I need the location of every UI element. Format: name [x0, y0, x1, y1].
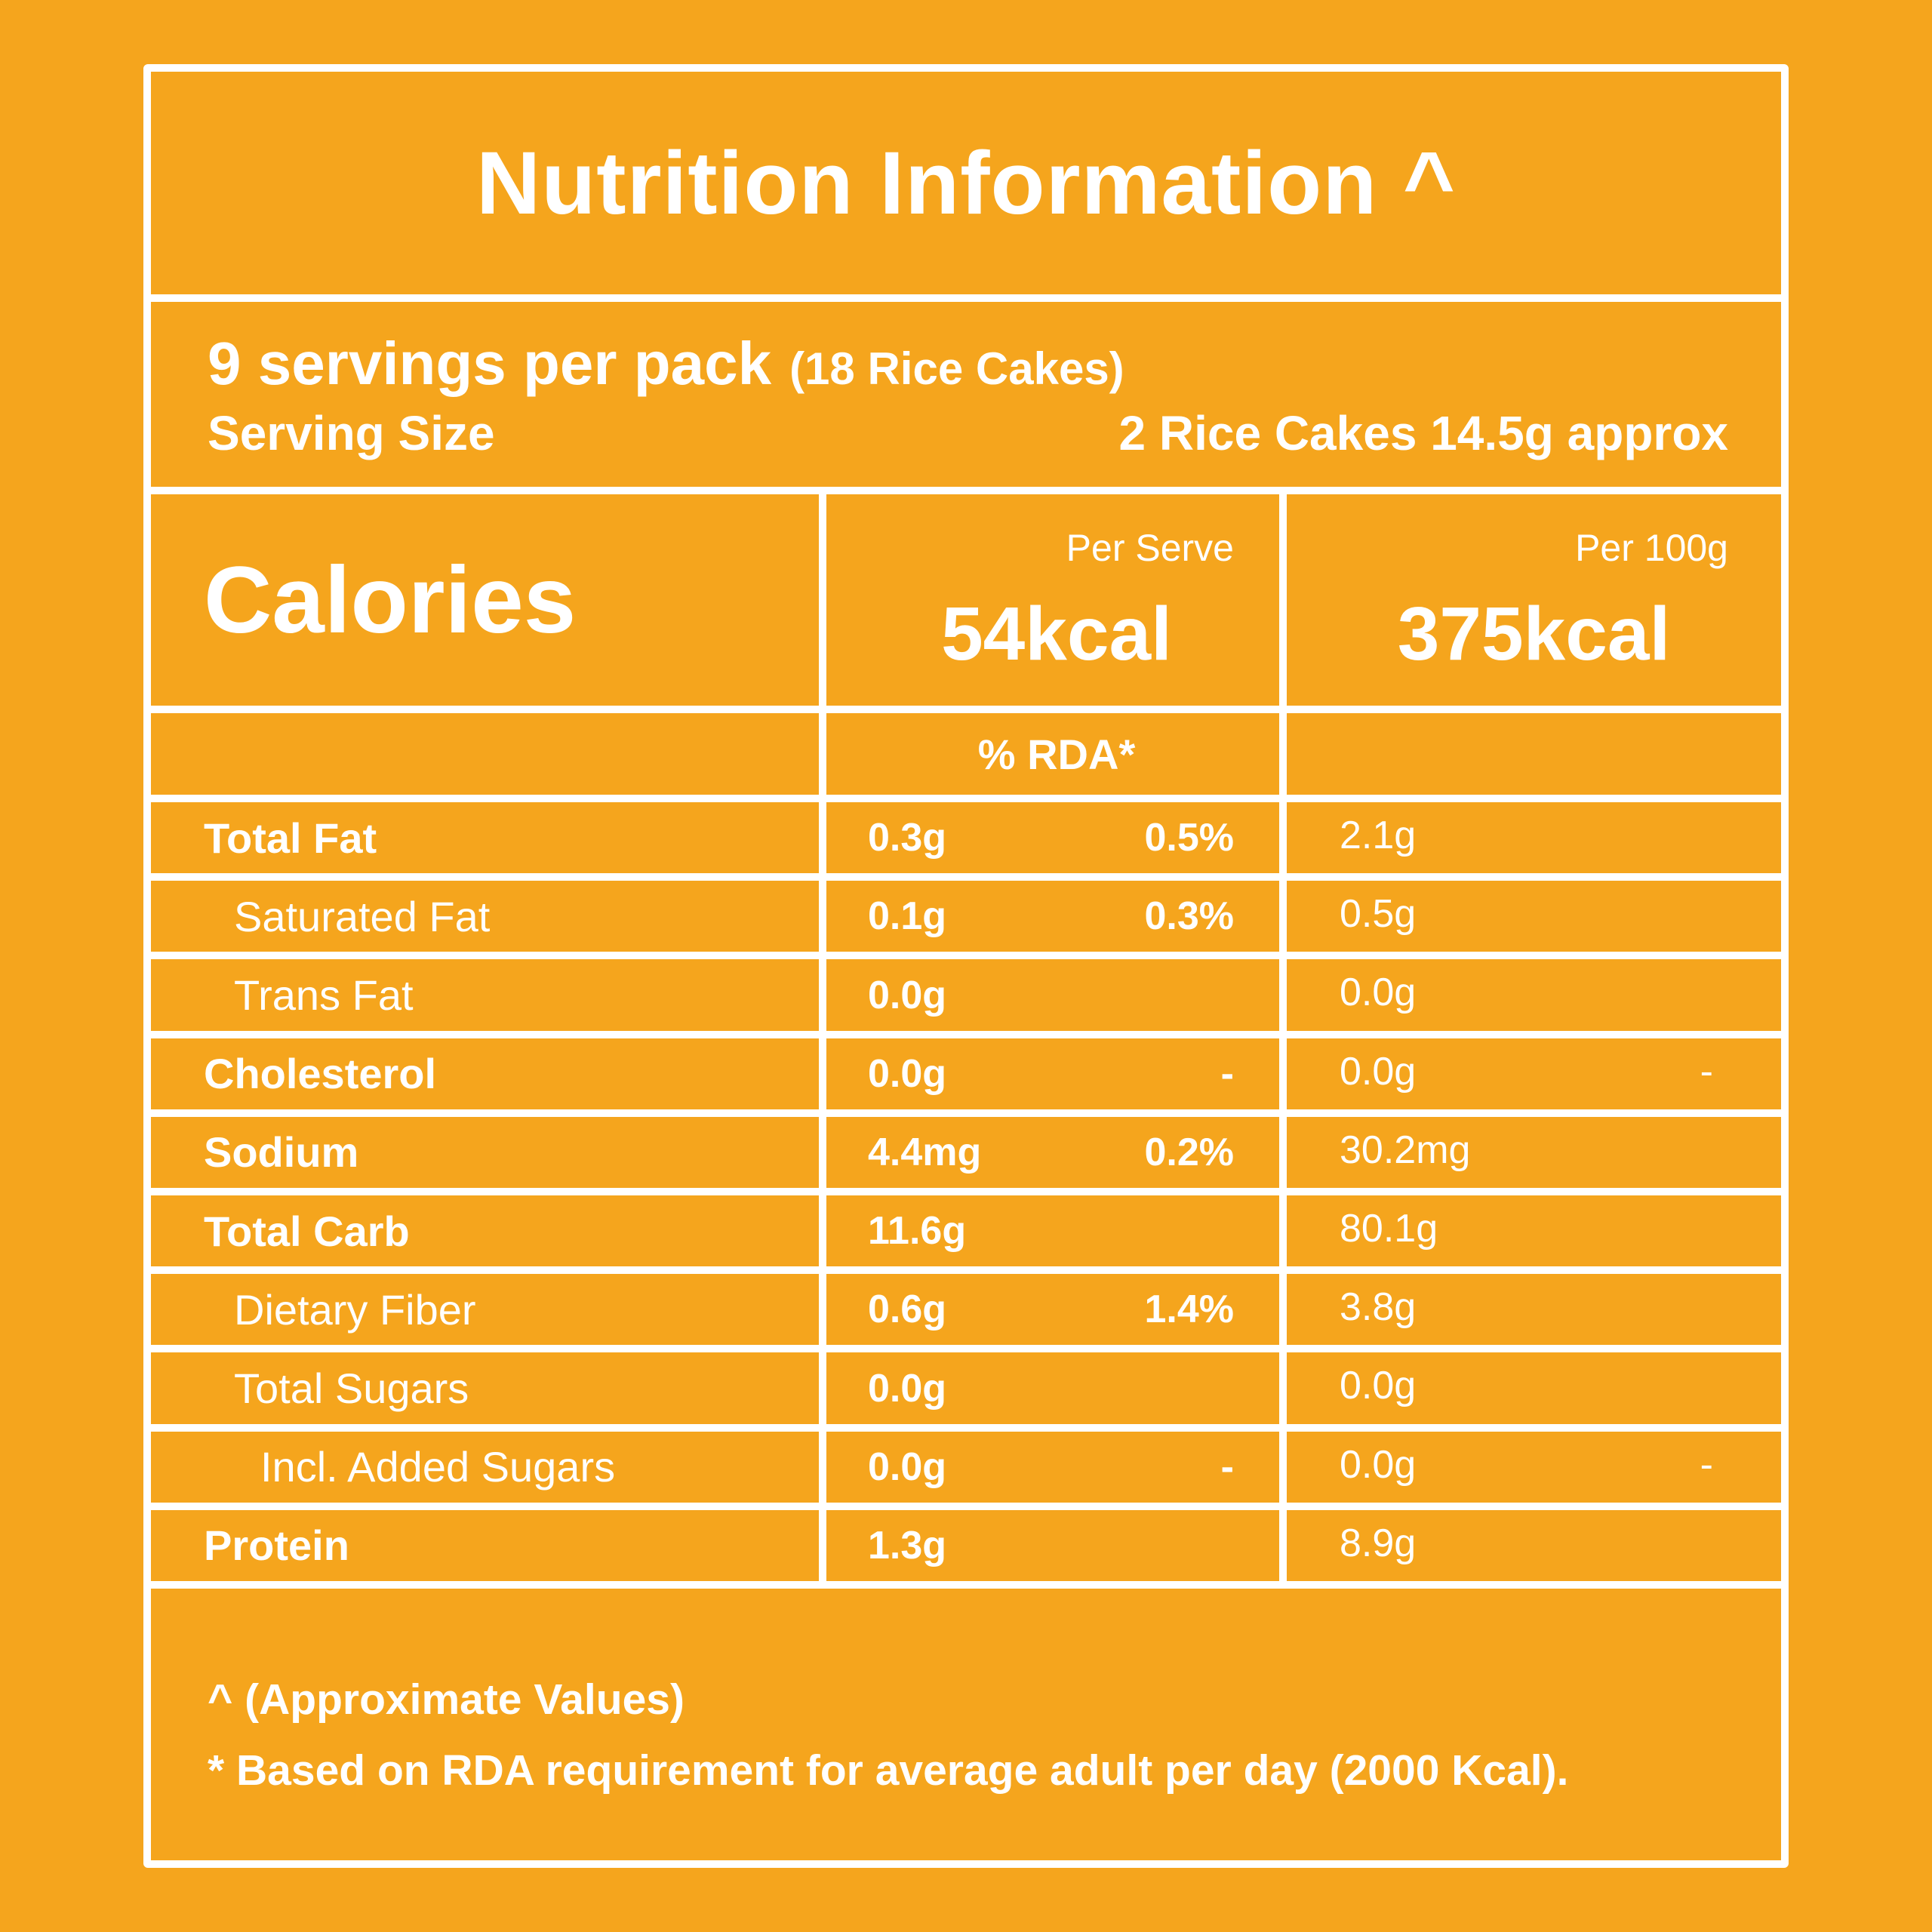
per-100g-amount: 0.0g — [1340, 1442, 1417, 1487]
serving-size-value: 2 Rice Cakes 14.5g approx — [1118, 405, 1728, 460]
per-100g-cell: 0.0g - — [1287, 1038, 1781, 1109]
per-serve-amount: 11.6g — [868, 1209, 967, 1254]
nutrient-label: Protein — [204, 1521, 349, 1570]
per-100g-amount: 0.0g — [1340, 1049, 1417, 1094]
per-serve-amount: 1.3g — [868, 1523, 947, 1567]
table-row-incl-added-sugars: Incl. Added Sugars 0.0g - 0.0g - — [151, 1432, 1781, 1510]
per-100g-column-header-cell: Per 100g 375kcal — [1287, 494, 1781, 706]
nutrient-label: Total Carb — [204, 1207, 410, 1255]
per-100g-cell: 0.5g — [1287, 881, 1781, 952]
per-100g-amount: 0.0g — [1340, 971, 1417, 1015]
table-row-total-fat: Total Fat 0.3g 0.5% 2.1g — [151, 802, 1781, 881]
per-100g-cell: 8.9g — [1287, 1510, 1781, 1581]
column-divider-2 — [1279, 494, 1287, 1589]
per-serve-rda: 0.5% — [1144, 816, 1234, 860]
nutrient-label: Incl. Added Sugars — [260, 1443, 616, 1491]
table-row-trans-fat: Trans Fat 0.0g 0.0g — [151, 959, 1781, 1038]
per-serve-amount: 4.4mg — [868, 1130, 982, 1174]
table-row-cholesterol: Cholesterol 0.0g - 0.0g - — [151, 1038, 1781, 1117]
per-serve-column-header-cell: Per Serve 54kcal — [826, 494, 1287, 706]
per-100g-cell: 3.8g — [1287, 1274, 1781, 1345]
servings-per-pack: 9 servings per pack — [208, 330, 772, 398]
per-serve-cell: 0.1g 0.3% — [826, 881, 1287, 952]
nutrient-label: Trans Fat — [234, 971, 414, 1019]
per-100g-amount: 3.8g — [1340, 1285, 1417, 1330]
servings-line: 9 servings per pack (18 Rice Cakes) — [208, 329, 1736, 398]
per-serve-cell: 0.6g 1.4% — [826, 1274, 1287, 1345]
per-100g-cell: 0.0g — [1287, 1352, 1781, 1423]
per-100g-cell: 2.1g — [1287, 802, 1781, 873]
per-100g-amount: 80.1g — [1340, 1207, 1438, 1251]
rda-header: % RDA* — [977, 730, 1136, 778]
per-serve-amount: 0.1g — [868, 894, 947, 939]
nutrient-label: Total Fat — [204, 814, 377, 862]
calories-per-100g: 375kcal — [1397, 592, 1671, 676]
per-serve-amount: 0.0g — [868, 1051, 947, 1096]
serving-size-line: Serving Size 2 Rice Cakes 14.5g approx — [208, 405, 1736, 481]
rda-empty-cell-right — [1287, 713, 1781, 795]
table-row-total-carb: Total Carb 11.6g 80.1g — [151, 1195, 1781, 1275]
table-row-total-sugars: Total Sugars 0.0g 0.0g — [151, 1352, 1781, 1432]
rda-header-row: % RDA* — [151, 713, 1781, 802]
calories-label: Calories — [204, 547, 577, 653]
calories-row: Calories Per Serve 54kcal Per 100g 375kc… — [151, 494, 1781, 713]
footnote-rda: * Based on RDA requirement for average a… — [208, 1746, 1569, 1795]
per-serve-cell: 0.0g - — [826, 1038, 1287, 1109]
table-row-protein: Protein 1.3g 8.9g — [151, 1510, 1781, 1589]
nutrient-rows: Total Fat 0.3g 0.5% 2.1g Saturated Fat 0… — [151, 802, 1781, 1589]
per-serve-cell: 0.3g 0.5% — [826, 802, 1287, 873]
per-serve-rda: - — [1220, 1444, 1234, 1489]
per-100g-header: Per 100g — [1575, 527, 1728, 569]
nutrient-label: Cholesterol — [204, 1050, 437, 1098]
per-serve-rda: - — [1220, 1051, 1234, 1096]
table-row-saturated-fat: Saturated Fat 0.1g 0.3% 0.5g — [151, 881, 1781, 960]
per-serve-cell: 1.3g — [826, 1510, 1287, 1581]
per-serve-header: Per Serve — [1066, 527, 1234, 569]
servings-detail: (18 Rice Cakes) — [789, 343, 1124, 395]
per-100g-dash: - — [1700, 1442, 1713, 1487]
nutrient-label: Sodium — [204, 1128, 359, 1177]
per-serve-rda: 1.4% — [1144, 1287, 1234, 1332]
serving-size-label: Serving Size — [208, 405, 495, 460]
per-serve-amount: 0.0g — [868, 1444, 947, 1489]
label-title: Nutrition Information ^ — [476, 133, 1456, 233]
nutrient-label: Saturated Fat — [234, 892, 491, 940]
per-serve-amount: 0.0g — [868, 1366, 947, 1411]
per-100g-amount: 8.9g — [1340, 1521, 1417, 1565]
per-serve-amount: 0.6g — [868, 1287, 947, 1332]
calories-per-serve: 54kcal — [941, 592, 1172, 676]
table-row-dietary-fiber: Dietary Fiber 0.6g 1.4% 3.8g — [151, 1274, 1781, 1353]
title-section: Nutrition Information ^ — [151, 72, 1781, 302]
nutrient-label: Total Sugars — [234, 1364, 469, 1413]
per-serve-cell: 0.0g — [826, 1352, 1287, 1423]
per-100g-cell: 0.0g - — [1287, 1432, 1781, 1503]
per-serve-amount: 0.3g — [868, 816, 947, 860]
footnote-approximate: ^ (Approximate Values) — [208, 1675, 685, 1724]
per-100g-amount: 0.0g — [1340, 1364, 1417, 1408]
per-100g-cell: 80.1g — [1287, 1195, 1781, 1266]
per-100g-amount: 2.1g — [1340, 814, 1417, 857]
per-100g-cell: 30.2mg — [1287, 1117, 1781, 1188]
footnotes-section: ^ (Approximate Values) * Based on RDA re… — [151, 1589, 1781, 1860]
servings-section: 9 servings per pack (18 Rice Cakes) Serv… — [151, 302, 1781, 494]
per-serve-rda: 0.3% — [1144, 894, 1234, 939]
nutrition-table: Calories Per Serve 54kcal Per 100g 375kc… — [151, 494, 1781, 1589]
per-serve-amount: 0.0g — [868, 973, 947, 1017]
per-serve-cell: 0.0g - — [826, 1432, 1287, 1503]
per-serve-cell: 0.0g — [826, 959, 1287, 1030]
per-serve-rda: 0.2% — [1144, 1130, 1234, 1174]
per-100g-cell: 0.0g — [1287, 959, 1781, 1030]
per-serve-cell: 4.4mg 0.2% — [826, 1117, 1287, 1188]
per-100g-dash: - — [1700, 1049, 1713, 1094]
nutrient-label: Dietary Fiber — [234, 1285, 476, 1334]
nutrition-label: Nutrition Information ^ 9 servings per p… — [143, 64, 1789, 1868]
per-serve-cell: 11.6g — [826, 1195, 1287, 1266]
column-divider-1 — [819, 494, 826, 1589]
per-100g-amount: 30.2mg — [1340, 1128, 1471, 1172]
rda-empty-cell-left — [151, 713, 826, 795]
per-100g-amount: 0.5g — [1340, 892, 1417, 937]
table-row-sodium: Sodium 4.4mg 0.2% 30.2mg — [151, 1117, 1781, 1196]
